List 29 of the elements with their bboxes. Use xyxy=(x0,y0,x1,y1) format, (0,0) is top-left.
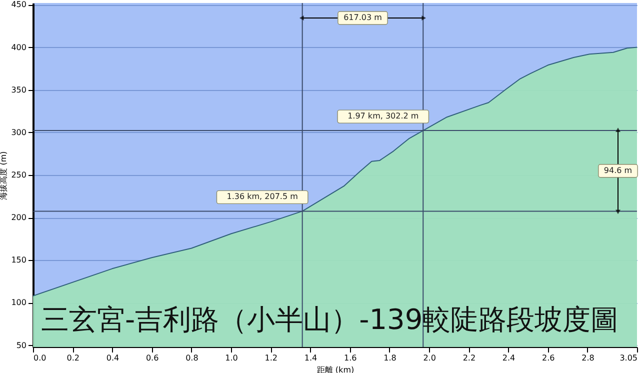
y-tick-label: 450 xyxy=(11,0,26,10)
x-tick-label: 2.2 xyxy=(462,354,476,362)
x-tick-label: 1.4 xyxy=(304,354,318,362)
y-tick-label: 200 xyxy=(11,213,26,222)
annotation: 1.36 km, 207.5 m xyxy=(226,192,298,202)
y-tick-label: 400 xyxy=(11,42,26,52)
x-tick-label: 2.6 xyxy=(542,354,555,362)
x-tick-label: 0.4 xyxy=(106,354,120,362)
annotation: 94.6 m xyxy=(604,166,632,175)
x-tick-label: 1.2 xyxy=(264,354,278,362)
x-tick-label: 0.6 xyxy=(146,354,159,362)
x-tick-label: 2.8 xyxy=(582,354,594,362)
y-tick-label: 250 xyxy=(11,170,26,180)
x-tick-label: 1.6 xyxy=(344,354,357,362)
x-tick-label: 2.4 xyxy=(502,354,516,362)
y-tick-label: 50 xyxy=(16,340,26,350)
x-tick-label: 2.0 xyxy=(423,354,436,362)
y-tick-label: 100 xyxy=(11,298,26,308)
y-tick-label: 350 xyxy=(11,85,26,94)
x-tick-label: 1.0 xyxy=(225,354,238,362)
x-tick-label: 0.8 xyxy=(186,354,198,362)
y-tick-label: 150 xyxy=(11,256,26,265)
x-tick-label: 0.0 xyxy=(34,354,46,362)
x-tick-label: 0.2 xyxy=(66,354,80,362)
y-tick-label: 300 xyxy=(11,128,26,137)
x-tick-label: 1.8 xyxy=(384,354,396,362)
annotation: 617.03 m xyxy=(344,13,382,22)
annotation: 1.97 km, 302.2 m xyxy=(348,112,419,121)
x-tick-label: 3.05 xyxy=(620,354,638,362)
